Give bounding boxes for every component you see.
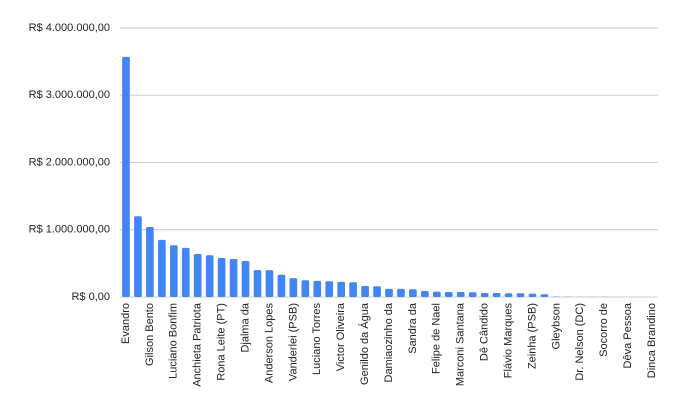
bar (456, 291, 465, 297)
x-tick-label: Felipe de Nael (431, 303, 443, 374)
x-tick-label: Genildo da Água (358, 302, 371, 385)
bar (540, 294, 549, 297)
x-tick-label: Rona Leite (PT) (216, 303, 228, 381)
bar (253, 270, 262, 297)
bar (289, 278, 298, 297)
x-tick-label: Gilson Bento (144, 303, 156, 366)
bar (385, 288, 393, 297)
bar (241, 261, 250, 297)
x-tick-label: Dêva Pessoa (622, 302, 634, 368)
bar (193, 253, 202, 297)
bar (504, 293, 513, 297)
x-tick-label: Anchieta Patriota (192, 302, 204, 387)
bar (181, 247, 190, 297)
bar (146, 227, 154, 297)
bar (349, 282, 357, 297)
bar (361, 285, 369, 297)
bar (134, 216, 142, 297)
x-tick-label: Dinca Brandino (646, 303, 658, 378)
x-tick-label: Marconi Santana (455, 302, 467, 386)
bar (373, 286, 381, 297)
x-tick-label: Socorro de (598, 303, 610, 357)
x-tick-label: Anderson Lopes (263, 303, 275, 384)
bar (492, 292, 501, 297)
bar (397, 288, 405, 297)
bar (265, 270, 274, 297)
x-tick-label: Luciano Torres (311, 303, 323, 375)
bar (516, 293, 525, 297)
bar (277, 274, 286, 297)
bar (337, 281, 346, 297)
y-tick-label: R$ 3.000.000,00 (29, 89, 110, 101)
x-tick-label: Djalma da (239, 302, 251, 352)
bar (444, 291, 453, 297)
x-tick-label: Damiaozinho da (383, 302, 395, 382)
bar (528, 293, 537, 297)
bar (325, 281, 334, 297)
bar (313, 280, 322, 297)
bar (169, 245, 178, 297)
x-tick-label: Vanderlei (PSB) (287, 303, 299, 381)
y-tick-label: R$ 0,00 (71, 291, 110, 303)
bar (217, 257, 226, 297)
x-tick-label: Flávio Marques (502, 303, 514, 379)
x-tick-label: Evandro (120, 303, 132, 344)
x-tick-label: Luciano Bonfim (168, 303, 180, 379)
bar (421, 290, 429, 297)
bar (205, 255, 214, 297)
x-tick-label: Zeinha (PSB) (526, 303, 538, 369)
y-tick-label: R$ 1.000.000,00 (29, 224, 110, 236)
x-tick-label: Dr. Nelson (DC) (574, 303, 586, 381)
x-tick-label: Victor Oliveira (335, 302, 347, 371)
bar (301, 280, 310, 297)
x-tick-label: Gleybson (550, 303, 562, 349)
bar (122, 56, 130, 298)
bar (432, 291, 441, 297)
bar (409, 289, 417, 297)
bar (158, 239, 166, 297)
y-tick-label: R$ 4.000.000,00 (29, 22, 110, 34)
bar (229, 259, 238, 297)
bar (480, 292, 489, 297)
x-tick-label: Dê Cândido (479, 303, 491, 361)
bar (468, 292, 477, 297)
x-tick-label: Sandra da (407, 302, 419, 354)
y-tick-label: R$ 2.000.000,00 (29, 156, 110, 168)
